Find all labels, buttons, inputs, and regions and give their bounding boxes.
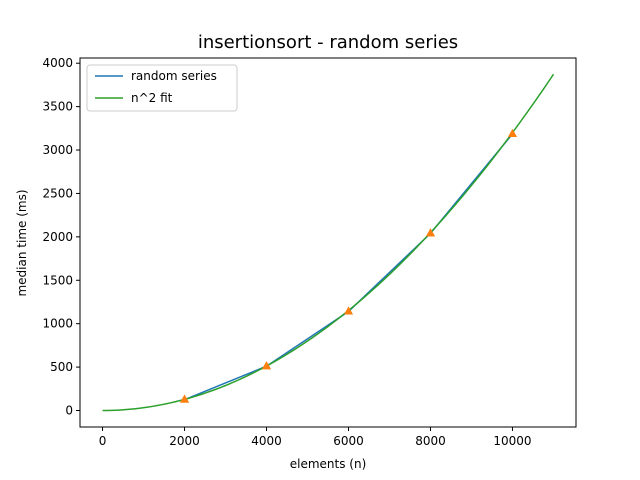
legend-box	[86, 64, 238, 112]
y-tick-label: 1500	[42, 273, 73, 287]
x-tick-label: 10000	[493, 434, 531, 448]
data-point-marker	[507, 128, 517, 137]
legend: random series n^2 fit	[86, 64, 238, 112]
x-tick-label: 4000	[251, 434, 282, 448]
data-point-marker	[262, 361, 272, 370]
x-tick-label: 8000	[415, 434, 446, 448]
plot-area: 0 2000 4000 6000 8000 10000 0 500 1000 1500 2000 25…	[42, 56, 577, 448]
y-tick-label: 500	[50, 360, 73, 374]
y-axis-label: median time (ms)	[15, 189, 29, 296]
x-tick-label: 6000	[333, 434, 364, 448]
x-tick-label: 0	[99, 434, 107, 448]
data-point-marker	[180, 394, 190, 403]
y-tick-label: 1000	[42, 317, 73, 331]
legend-label: n^2 fit	[131, 91, 173, 105]
y-tick-label: 0	[65, 404, 73, 418]
y-tick-label: 4000	[42, 56, 73, 70]
plot-frame	[79, 57, 577, 428]
series-line-random-series	[184, 133, 514, 401]
x-axis-label: elements (n)	[290, 457, 367, 471]
x-tick-label: 2000	[169, 434, 200, 448]
y-tick-label: 2000	[42, 230, 73, 244]
data-point-marker	[425, 228, 435, 237]
y-tick-label: 3000	[42, 143, 73, 157]
chart-title: insertionsort - random series	[198, 32, 458, 53]
y-tick-label: 2500	[42, 186, 73, 200]
series-line-n-2-fit	[102, 73, 555, 412]
data-point-marker	[343, 306, 353, 315]
legend-label: random series	[131, 69, 217, 83]
y-tick-label: 3500	[42, 100, 73, 114]
